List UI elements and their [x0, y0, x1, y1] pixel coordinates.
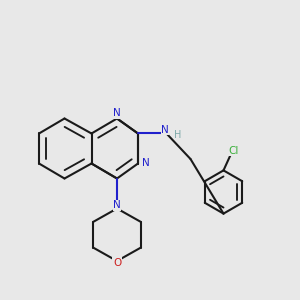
Text: N: N — [161, 125, 169, 135]
Text: H: H — [174, 130, 182, 140]
Text: O: O — [113, 257, 121, 268]
Text: Cl: Cl — [229, 146, 239, 156]
Text: N: N — [113, 200, 121, 211]
Text: N: N — [142, 158, 149, 169]
Text: N: N — [113, 108, 121, 118]
